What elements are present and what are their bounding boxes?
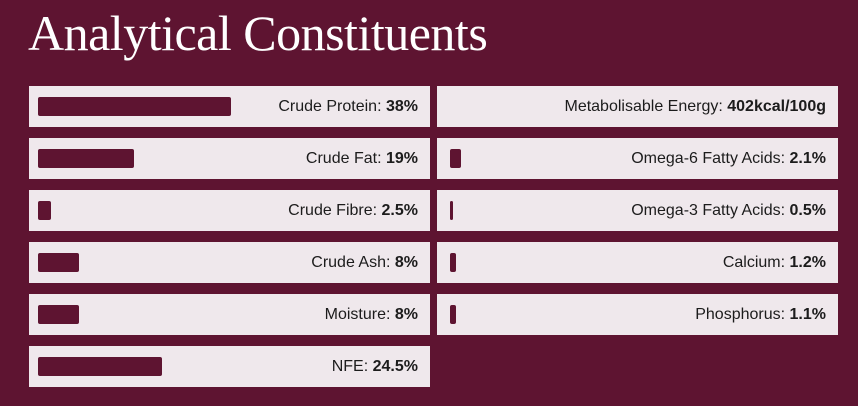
nutrient-row: Calcium: 1.2% <box>437 242 838 283</box>
nutrient-value: 38% <box>385 98 418 115</box>
nutrient-text: Omega-3 Fatty Acids: 0.5% <box>631 190 826 231</box>
nutrient-row: Phosphorus: 1.1% <box>437 294 838 335</box>
bar <box>38 97 231 116</box>
nutrient-text: NFE: 24.5% <box>332 346 418 387</box>
nutrient-label: Crude Fibre: <box>288 202 378 219</box>
bar <box>38 149 135 168</box>
nutrient-value: 19% <box>385 150 418 167</box>
nutrient-label: Omega-6 Fatty Acids: <box>631 150 786 167</box>
nutrient-value: 8% <box>394 254 418 271</box>
bar <box>450 253 457 272</box>
nutrient-row: Metabolisable Energy: 402kcal/100g <box>437 86 838 127</box>
nutrient-text: Calcium: 1.2% <box>723 242 826 283</box>
nutrient-text: Crude Fat: 19% <box>306 138 418 179</box>
nutrient-value: 402kcal/100g <box>727 98 826 115</box>
nutrient-value: 24.5% <box>372 358 418 375</box>
nutrient-value: 1.2% <box>789 254 826 271</box>
nutrient-text: Crude Fibre: 2.5% <box>288 190 418 231</box>
bar <box>38 305 79 324</box>
nutrient-value: 2.1% <box>789 150 826 167</box>
nutrient-label: Phosphorus: <box>695 306 786 323</box>
bar <box>38 253 79 272</box>
nutrient-text: Phosphorus: 1.1% <box>695 294 826 335</box>
nutrient-row: NFE: 24.5% <box>29 346 430 387</box>
nutrient-row: Crude Protein: 38% <box>29 86 430 127</box>
nutrient-value: 1.1% <box>789 306 826 323</box>
nutrient-text: Omega-6 Fatty Acids: 2.1% <box>631 138 826 179</box>
nutrient-label: Moisture: <box>324 306 391 323</box>
bar <box>38 357 163 376</box>
nutrient-label: NFE: <box>331 358 369 375</box>
nutrient-value: 8% <box>394 306 418 323</box>
nutrient-text: Moisture: 8% <box>325 294 418 335</box>
bar <box>450 149 461 168</box>
bar <box>450 201 453 220</box>
nutrient-row: Moisture: 8% <box>29 294 430 335</box>
nutrient-row: Crude Fibre: 2.5% <box>29 190 430 231</box>
bar <box>38 201 51 220</box>
nutrient-value: 0.5% <box>789 202 826 219</box>
nutrient-label: Crude Protein: <box>278 98 382 115</box>
nutrient-text: Crude Ash: 8% <box>311 242 418 283</box>
nutrient-text: Crude Protein: 38% <box>278 86 418 127</box>
nutrient-value: 2.5% <box>381 202 418 219</box>
nutrient-label: Metabolisable Energy: <box>564 98 723 115</box>
bar <box>450 305 456 324</box>
nutrient-row: Crude Fat: 19% <box>29 138 430 179</box>
nutrient-label: Calcium: <box>722 254 786 271</box>
title: Analytical Constituents <box>28 5 488 61</box>
nutrient-row: Crude Ash: 8% <box>29 242 430 283</box>
nutrient-row: Omega-6 Fatty Acids: 2.1% <box>437 138 838 179</box>
nutrient-text: Metabolisable Energy: 402kcal/100g <box>564 86 826 127</box>
nutrient-label: Crude Ash: <box>311 254 391 271</box>
nutrient-label: Omega-3 Fatty Acids: <box>631 202 786 219</box>
nutrient-row: Omega-3 Fatty Acids: 0.5% <box>437 190 838 231</box>
nutrient-label: Crude Fat: <box>305 150 382 167</box>
